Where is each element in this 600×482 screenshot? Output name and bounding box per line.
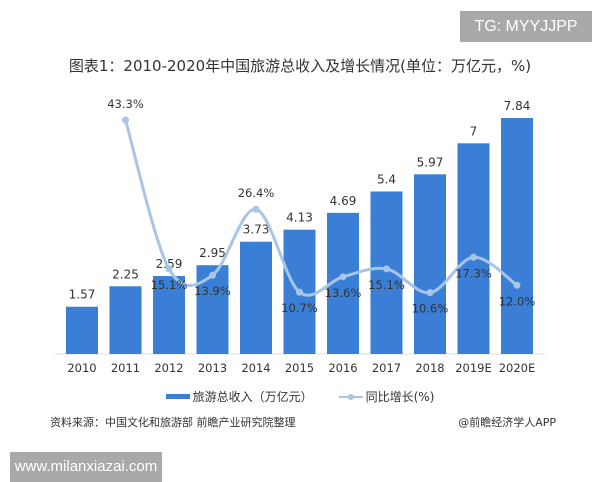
bar-label-2015: 4.13 (286, 211, 313, 225)
x-tick-2020E: 2020E (499, 361, 536, 375)
x-tick-2013: 2013 (198, 361, 227, 375)
x-tick-2012: 2012 (154, 361, 183, 375)
growth-point-2014 (252, 205, 260, 213)
growth-label-2017: 15.1% (368, 278, 405, 292)
x-tick-2018: 2018 (415, 361, 444, 375)
watermark-tg: TG: MYYJJPP (460, 11, 592, 42)
bar-2018 (414, 174, 446, 354)
x-tick-2019E: 2019E (455, 361, 492, 375)
bar-label-2019E: 7 (470, 124, 478, 138)
x-tick-2017: 2017 (372, 361, 401, 375)
growth-point-2018 (426, 289, 434, 297)
growth-label-2018: 10.6% (412, 302, 449, 316)
growth-point-2017 (383, 265, 390, 273)
x-tick-2010: 2010 (67, 361, 96, 375)
bar-label-2014: 3.73 (243, 223, 270, 237)
bar-2019E (457, 143, 490, 354)
bar-label-2020E: 7.84 (504, 99, 531, 113)
growth-label-2011: 43.3% (107, 97, 144, 111)
growth-label-2014: 26.4% (238, 186, 275, 200)
x-tick-2016: 2016 (328, 361, 357, 375)
growth-label-2016: 13.6% (325, 286, 362, 300)
growth-point-2012 (165, 265, 173, 273)
legend-label-revenue: 旅游总收入（万亿元） (192, 390, 313, 404)
bar-2014 (240, 241, 272, 354)
bar-label-2011: 2.25 (112, 267, 139, 281)
legend-bar-swatch (165, 394, 190, 399)
bar-2013 (196, 265, 229, 354)
bar-2010 (66, 306, 98, 354)
growth-point-2013 (209, 271, 216, 279)
watermark-site: www.milanxiazai.com (10, 452, 162, 482)
x-tick-2011: 2011 (111, 361, 140, 375)
legend-line-swatch (338, 393, 363, 400)
growth-label-2020E: 12.0% (499, 294, 536, 308)
growth-point-2020E (513, 281, 521, 289)
credit-note: @前瞻经济学人APP (458, 416, 556, 429)
bar-label-2013: 2.95 (199, 246, 226, 260)
x-tick-2014: 2014 (241, 361, 270, 375)
bar-2011 (109, 286, 142, 354)
growth-label-2015: 10.7% (281, 301, 318, 315)
growth-label-2013: 13.9% (194, 284, 231, 298)
bar-label-2018: 5.97 (417, 155, 444, 169)
growth-point-2019E (470, 253, 477, 261)
x-tick-2015: 2015 (285, 361, 314, 375)
legend: 旅游总收入（万亿元） 同比增长(%) (0, 388, 600, 405)
bar-label-2012: 2.59 (156, 257, 183, 271)
growth-label-2012: 15.1% (151, 278, 188, 292)
bar-2012 (153, 276, 185, 354)
legend-item-revenue: 旅游总收入（万亿元） (165, 388, 313, 405)
source-note: 资料来源：中国文化和旅游部 前瞻产业研究院整理 (50, 416, 296, 429)
bar-label-2010: 1.57 (69, 288, 96, 302)
legend-label-growth: 同比增长(%) (365, 390, 435, 404)
growth-point-2011 (122, 116, 129, 124)
bar-label-2017: 5.4 (377, 172, 396, 186)
growth-point-2016 (339, 273, 347, 281)
growth-point-2015 (296, 288, 303, 296)
legend-item-growth: 同比增长(%) (338, 388, 435, 405)
bar-label-2016: 4.69 (330, 194, 357, 208)
chart-title: 图表1：2010-2020年中国旅游总收入及增长情况(单位：万亿元，%) (68, 57, 532, 75)
growth-label-2019E: 17.3% (455, 266, 492, 280)
bar-2020E (501, 118, 533, 355)
